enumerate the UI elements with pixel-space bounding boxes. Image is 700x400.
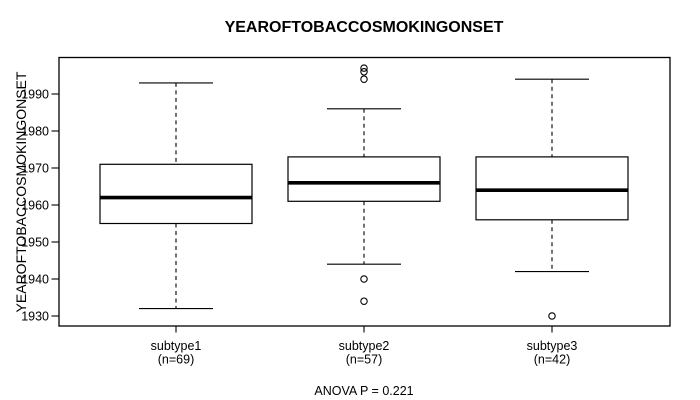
outlier-point — [360, 64, 368, 72]
x-category-count: (n=57) — [346, 353, 382, 367]
x-category-count: (n=69) — [158, 353, 194, 367]
outlier-point — [360, 75, 368, 83]
y-tick-label: 1970 — [21, 162, 49, 176]
anova-note: ANOVA P = 0.221 — [314, 384, 413, 398]
x-category-label: subtype3 — [527, 339, 578, 353]
plot-area: 1930 1940 1950 1960 1970 1980 1990 subtype1(n=6… — [21, 56, 671, 367]
x-category-label: subtype2 — [339, 339, 390, 353]
y-tick-label: 1960 — [21, 199, 49, 213]
x-category-label: subtype1 — [151, 339, 202, 353]
y-tick-label: 1940 — [21, 273, 49, 287]
iqr-box — [475, 156, 629, 221]
iqr-box — [99, 163, 253, 225]
outlier-point — [360, 275, 368, 283]
outlier-point — [548, 312, 556, 320]
iqr-box — [287, 156, 441, 202]
y-tick-label: 1980 — [21, 125, 49, 139]
outlier-point — [360, 297, 368, 305]
y-tick-label: 1990 — [21, 88, 49, 102]
x-category-count: (n=42) — [534, 353, 570, 367]
outlier-point — [360, 68, 368, 76]
y-tick-label: 1930 — [21, 310, 49, 324]
y-axis-label: YEAROFTOBACCOSMOKINGONSET — [13, 71, 29, 312]
chart-title: YEAROFTOBACCOSMOKINGONSET — [225, 19, 504, 36]
y-tick-label: 1950 — [21, 236, 49, 250]
